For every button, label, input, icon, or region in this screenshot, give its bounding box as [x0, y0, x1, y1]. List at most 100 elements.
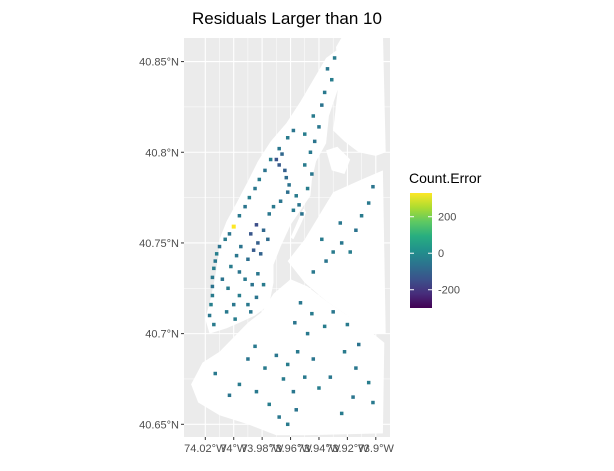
residual-point: [227, 232, 232, 236]
residual-point: [257, 177, 262, 182]
residual-point: [366, 380, 371, 385]
residual-point: [246, 357, 250, 361]
residual-point: [339, 411, 344, 416]
residual-point: [317, 386, 321, 390]
residual-point: [237, 270, 242, 274]
residual-point: [227, 393, 232, 398]
residual-point: [254, 389, 259, 394]
residual-point: [339, 241, 344, 245]
residual-point: [342, 350, 347, 354]
residual-point: [317, 125, 321, 129]
residual-point: [212, 322, 216, 327]
residual-point: [345, 322, 350, 327]
residual-point: [212, 266, 216, 271]
residual-point: [243, 204, 247, 209]
residual-point: [325, 67, 330, 71]
residual-point: [359, 213, 364, 218]
residual-point: [331, 310, 335, 314]
residual-point: [303, 375, 307, 379]
residual-point: [277, 146, 281, 151]
residual-point: [220, 277, 225, 281]
residual-point: [311, 114, 316, 118]
residual-point: [310, 172, 314, 176]
land-regions: [191, 38, 386, 436]
residual-point: [263, 168, 267, 173]
residual-point: [267, 402, 271, 407]
residual-point: [278, 199, 283, 203]
residual-point: [320, 103, 324, 107]
residual-point: [354, 228, 358, 232]
residual-point: [294, 408, 298, 412]
x-tick-label-0: 74.02°W: [184, 443, 227, 455]
y-axis: 40.65°N 40.7°N 40.75°N 40.8°N 40.85°N: [139, 57, 184, 431]
residual-point: [280, 152, 284, 156]
region-brooklyn: [191, 279, 385, 436]
residual-point: [311, 270, 316, 274]
residual-point: [303, 132, 307, 136]
residual-point: [209, 302, 213, 307]
residual-point: [217, 244, 222, 249]
residual-point: [213, 371, 218, 376]
legend-title: Count.Error: [409, 170, 482, 186]
residual-point: [261, 228, 266, 232]
residual-point: [243, 277, 247, 281]
residual-point: [371, 184, 375, 189]
residual-point: [324, 259, 328, 263]
region-roosevelt-island: [290, 208, 307, 240]
residual-point: [312, 139, 317, 144]
residual-point: [210, 275, 215, 280]
residual-point: [332, 56, 337, 60]
residual-point: [258, 252, 263, 256]
residual-point: [305, 331, 310, 336]
residual-point: [247, 195, 252, 200]
residual-point: [366, 201, 371, 205]
x-tick-label-5: 73.92°W: [326, 443, 369, 455]
residual-point: [356, 342, 361, 347]
x-axis: 74.02°W74°W73.98°W73.96°W73.94°W73.92°W7…: [184, 437, 394, 455]
residual-point: [246, 257, 250, 262]
residual-point: [308, 150, 313, 155]
region-manhattan: [205, 50, 351, 334]
residual-point: [254, 223, 259, 227]
residual-point: [348, 250, 352, 254]
x-tick-label-2: 73.98°W: [241, 443, 284, 455]
residual-point: [237, 382, 242, 387]
residual-point: [284, 175, 289, 180]
residual-point: [287, 183, 291, 187]
residual-point: [237, 213, 242, 218]
residual-point: [274, 157, 279, 162]
residual-point: [249, 310, 253, 314]
residual-point: [263, 366, 267, 370]
residual-point: [256, 241, 260, 245]
residual-point: [210, 293, 215, 298]
residual-point: [249, 232, 253, 236]
residual-point: [322, 90, 327, 95]
residual-point: [224, 310, 229, 314]
y-tick-label-4: 40.85°N: [139, 57, 179, 69]
residual-point: [330, 77, 334, 82]
residual-point: [285, 136, 290, 140]
residual-point: [277, 415, 281, 419]
residual-point: [223, 237, 227, 242]
residual-point: [354, 366, 358, 370]
residual-point: [277, 163, 281, 167]
x-tick-label-1: 74°W: [220, 443, 248, 455]
x-tick-label-4: 73.94°W: [298, 443, 341, 455]
residual-point: [310, 311, 314, 316]
residual-point: [291, 208, 296, 213]
residual-point: [351, 395, 355, 399]
y-tick-label-1: 40.7°N: [145, 329, 179, 341]
legend-tick-label-2: -200: [438, 285, 460, 297]
residual-point: [331, 250, 335, 254]
residual-point: [210, 284, 215, 289]
residual-point: [253, 186, 257, 191]
residual-point: [251, 248, 256, 252]
residual-point: [338, 221, 343, 225]
chart-title: Residuals Larger than 10: [192, 9, 382, 28]
residual-point: [298, 301, 303, 305]
residual-point: [274, 353, 279, 358]
y-tick-label-3: 40.8°N: [145, 147, 179, 159]
residual-point: [322, 324, 327, 329]
residual-point: [246, 302, 250, 307]
legend-ticks: 200 0 -200: [410, 212, 460, 297]
